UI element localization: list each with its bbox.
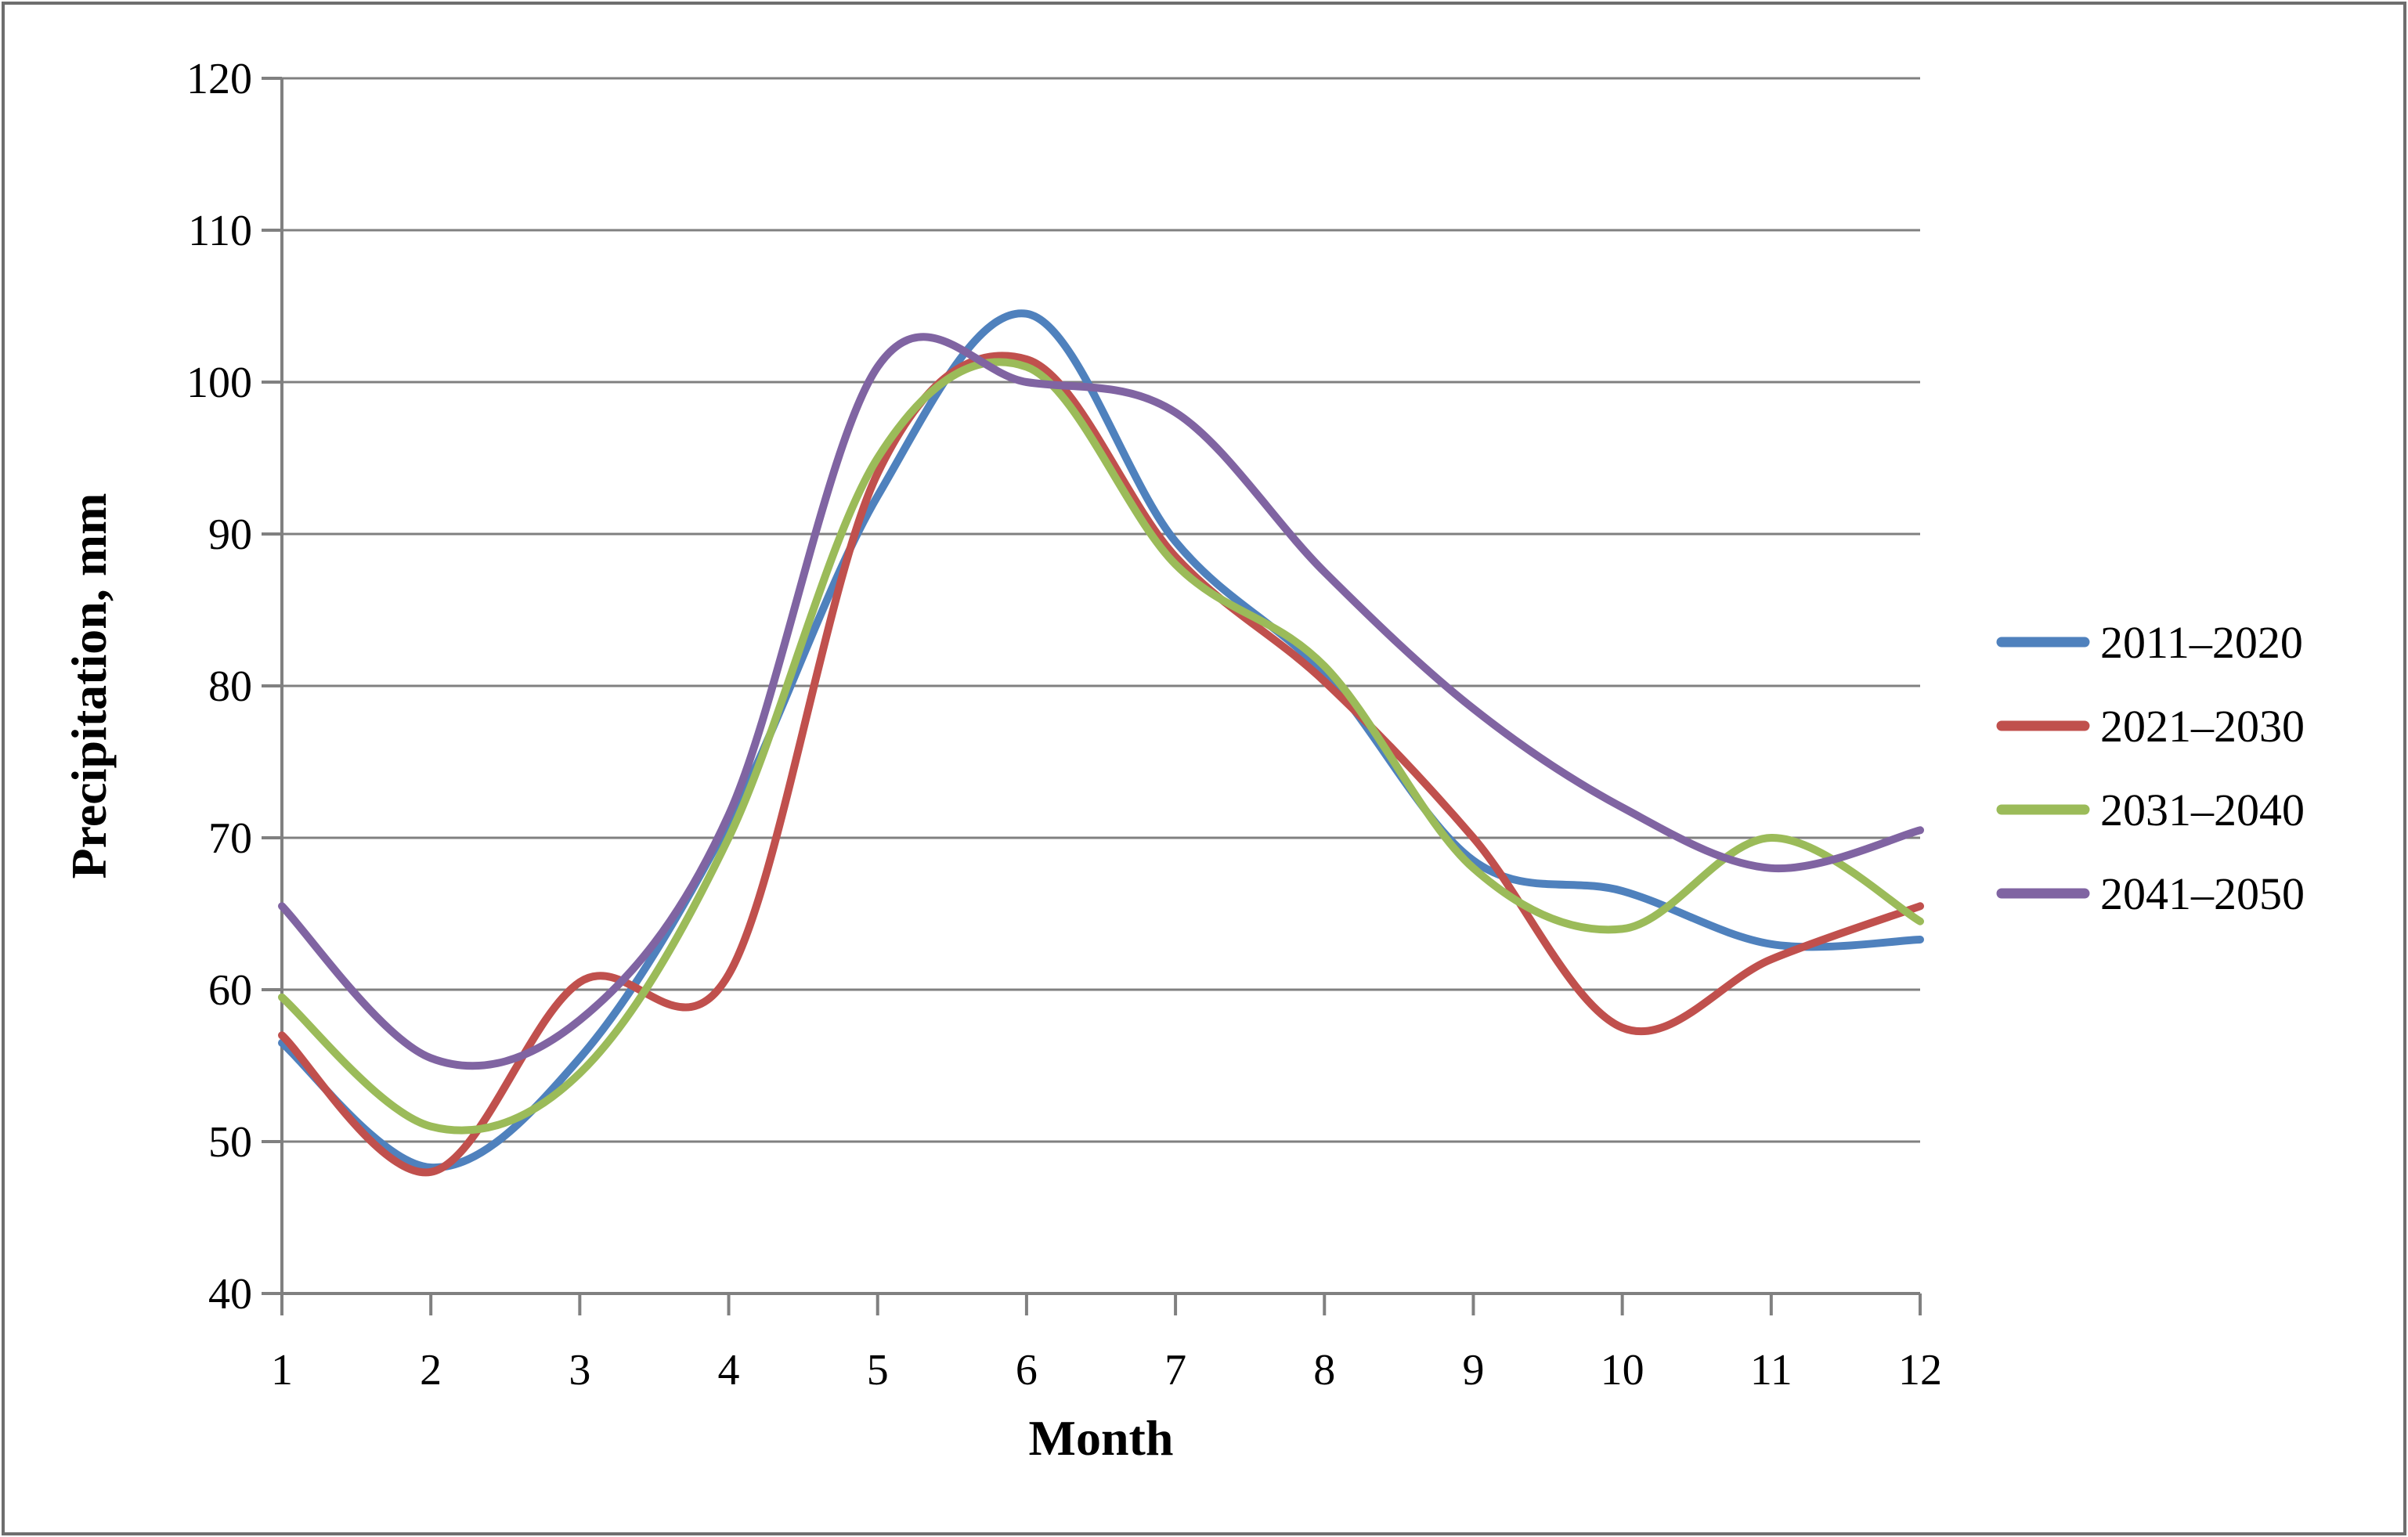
y-tick-label-50: 50 bbox=[208, 1118, 252, 1167]
legend-label: 2021–2030 bbox=[2100, 701, 2305, 752]
x-tick-label-8: 8 bbox=[1313, 1346, 1335, 1394]
x-tick-label-5: 5 bbox=[867, 1346, 889, 1394]
legend-label: 2041–2050 bbox=[2100, 868, 2305, 919]
y-tick-label-80: 80 bbox=[208, 662, 252, 711]
legend-item-2021-2030: 2021–2030 bbox=[1996, 701, 2305, 752]
legend-label: 2031–2040 bbox=[2100, 785, 2305, 835]
x-tick-label-1: 1 bbox=[271, 1346, 293, 1394]
series-lines bbox=[278, 309, 1924, 1177]
y-axis-title: Precipitation, mm bbox=[61, 493, 117, 879]
series-line-2031-2040 bbox=[278, 358, 1924, 1135]
legend-item-2011-2020: 2011–2020 bbox=[1996, 617, 2303, 668]
series-line-2011-2020 bbox=[278, 309, 1924, 1172]
y-tick-label-40: 40 bbox=[208, 1270, 252, 1319]
y-tick-label-120: 120 bbox=[186, 55, 252, 103]
legend-label: 2011–2020 bbox=[2100, 617, 2303, 668]
legend-item-2031-2040: 2031–2040 bbox=[1996, 785, 2305, 835]
y-tick-label-110: 110 bbox=[188, 207, 252, 255]
x-tick-label-12: 12 bbox=[1898, 1346, 1942, 1394]
y-tick-label-70: 70 bbox=[208, 814, 252, 863]
gridlines bbox=[282, 77, 1920, 1295]
axes bbox=[262, 77, 1922, 1315]
series-line-2021-2030 bbox=[278, 352, 1924, 1177]
y-tick-label-60: 60 bbox=[208, 966, 252, 1015]
x-axis-title: Month bbox=[1029, 1410, 1174, 1466]
legend-item-2041-2050: 2041–2050 bbox=[1996, 868, 2305, 919]
x-tick-label-9: 9 bbox=[1462, 1346, 1484, 1394]
x-tick-label-11: 11 bbox=[1750, 1346, 1792, 1394]
x-tick-label-4: 4 bbox=[718, 1346, 740, 1394]
y-tick-label-100: 100 bbox=[186, 359, 252, 407]
series-line-2041-2050 bbox=[278, 333, 1924, 1070]
x-tick-label-7: 7 bbox=[1164, 1346, 1186, 1394]
x-tick-label-6: 6 bbox=[1016, 1346, 1038, 1394]
x-tick-label-2: 2 bbox=[420, 1346, 442, 1394]
y-tick-label-90: 90 bbox=[208, 511, 252, 559]
legend: 2011–2020 2021–2030 2031–2040 2041–2050 bbox=[1996, 617, 2305, 919]
x-tick-label-10: 10 bbox=[1601, 1346, 1644, 1394]
x-tick-label-3: 3 bbox=[569, 1346, 590, 1394]
